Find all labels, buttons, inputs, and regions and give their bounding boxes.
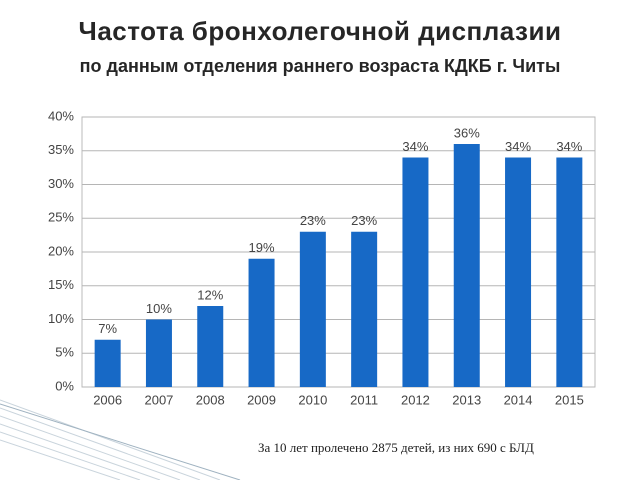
chart-subtitle: по данным отделения раннего возраста КДК… bbox=[79, 56, 561, 76]
value-label: 23% bbox=[351, 213, 377, 228]
value-label: 34% bbox=[505, 139, 531, 154]
bar bbox=[197, 306, 224, 387]
decoration bbox=[0, 399, 241, 480]
value-label: 7% bbox=[98, 321, 117, 336]
x-tick-label: 2012 bbox=[401, 392, 430, 407]
y-tick-label: 40% bbox=[48, 108, 74, 123]
y-tick-label: 30% bbox=[48, 176, 74, 191]
value-label: 23% bbox=[300, 213, 326, 228]
bar bbox=[505, 157, 532, 387]
value-label: 34% bbox=[402, 139, 428, 154]
x-tick-label: 2006 bbox=[93, 392, 122, 407]
y-tick-label: 5% bbox=[55, 345, 74, 360]
x-tick-label: 2008 bbox=[196, 392, 225, 407]
bar bbox=[453, 144, 480, 387]
value-label: 19% bbox=[249, 240, 275, 255]
bar bbox=[556, 157, 583, 387]
bar bbox=[402, 157, 429, 387]
y-tick-label: 35% bbox=[48, 142, 74, 157]
y-tick-label: 15% bbox=[48, 277, 74, 292]
x-tick-label: 2013 bbox=[452, 392, 481, 407]
footnote: За 10 лет пролечено 2875 детей, из них 6… bbox=[258, 440, 534, 455]
x-tick-label: 2015 bbox=[555, 392, 584, 407]
y-tick-label: 0% bbox=[55, 378, 74, 393]
chart-title: Частота бронхолегочной дисплазии bbox=[78, 16, 562, 46]
x-tick-label: 2014 bbox=[504, 392, 533, 407]
bar bbox=[94, 339, 121, 387]
value-label: 12% bbox=[197, 287, 223, 302]
value-label: 10% bbox=[146, 301, 172, 316]
bar bbox=[248, 258, 275, 387]
bar bbox=[299, 231, 326, 387]
x-tick-label: 2010 bbox=[298, 392, 327, 407]
bar bbox=[145, 319, 172, 387]
x-tick-label: 2011 bbox=[350, 392, 378, 407]
y-tick-label: 25% bbox=[48, 210, 74, 225]
value-label: 36% bbox=[454, 125, 480, 140]
x-tick-label: 2007 bbox=[144, 392, 173, 407]
bar bbox=[351, 231, 378, 387]
y-tick-label: 20% bbox=[48, 243, 74, 258]
x-tick-label: 2009 bbox=[247, 392, 276, 407]
value-label: 34% bbox=[556, 139, 582, 154]
y-tick-label: 10% bbox=[48, 311, 74, 326]
